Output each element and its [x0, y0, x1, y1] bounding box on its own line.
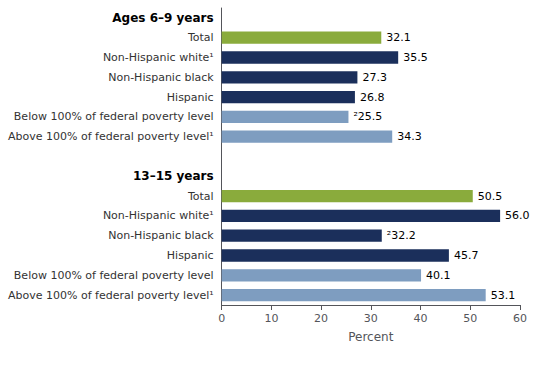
svg-text:13–15 years: 13–15 years [133, 169, 214, 183]
svg-text:Percent: Percent [348, 330, 393, 344]
svg-text:Above 100% of federal poverty: Above 100% of federal poverty level¹ [8, 289, 214, 302]
svg-text:Ages 6–9 years: Ages 6–9 years [112, 11, 213, 25]
svg-text:30: 30 [364, 312, 378, 325]
svg-text:50.5: 50.5 [478, 190, 503, 203]
svg-text:Above 100% of federal poverty: Above 100% of federal poverty level¹ [8, 130, 214, 143]
svg-text:40.1: 40.1 [426, 269, 451, 282]
svg-text:53.1: 53.1 [491, 289, 516, 302]
svg-text:Non-Hispanic black: Non-Hispanic black [108, 229, 214, 242]
svg-text:40: 40 [414, 312, 428, 325]
svg-text:Hispanic: Hispanic [167, 91, 214, 104]
svg-text:60: 60 [513, 312, 527, 325]
svg-text:²32.2: ²32.2 [387, 229, 416, 242]
svg-text:Below 100% of federal poverty: Below 100% of federal poverty level [14, 269, 214, 282]
svg-text:Total: Total [187, 190, 214, 203]
svg-text:0: 0 [218, 312, 225, 325]
svg-text:Non-Hispanic white¹: Non-Hispanic white¹ [103, 209, 214, 222]
svg-text:20: 20 [314, 312, 328, 325]
svg-text:50: 50 [463, 312, 477, 325]
svg-text:26.8: 26.8 [360, 91, 385, 104]
svg-text:Non-Hispanic black: Non-Hispanic black [108, 71, 214, 84]
svg-text:Hispanic: Hispanic [167, 249, 214, 262]
svg-text:²25.5: ²25.5 [353, 110, 382, 123]
svg-text:10: 10 [264, 312, 278, 325]
svg-text:32.1: 32.1 [386, 31, 411, 44]
svg-text:Total: Total [187, 31, 214, 44]
svg-text:45.7: 45.7 [454, 249, 479, 262]
svg-text:27.3: 27.3 [362, 71, 387, 84]
svg-text:Non-Hispanic white¹: Non-Hispanic white¹ [103, 51, 214, 64]
svg-text:34.3: 34.3 [397, 130, 422, 143]
svg-text:35.5: 35.5 [403, 51, 428, 64]
svg-text:Below 100% of federal poverty: Below 100% of federal poverty level [14, 110, 214, 123]
svg-text:56.0: 56.0 [505, 209, 530, 222]
